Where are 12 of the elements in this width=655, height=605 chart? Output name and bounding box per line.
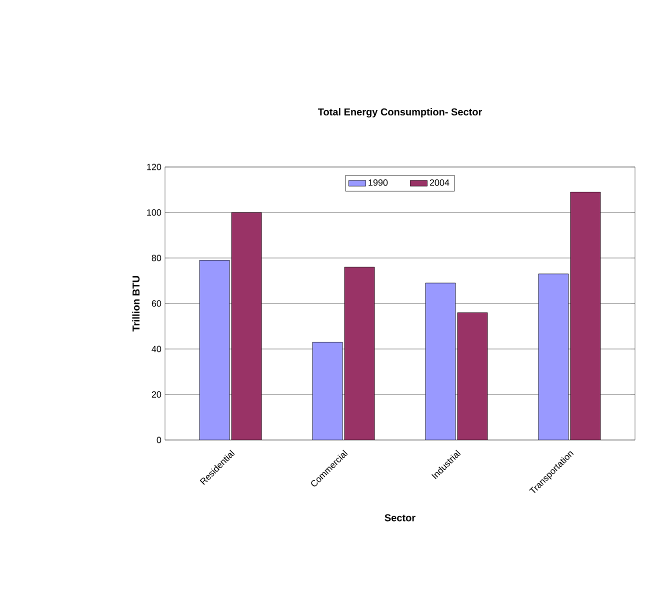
y-axis-title: Trillion BTU [132,276,140,332]
y-tick-label: 80 [152,254,162,262]
legend-label: 2004 [430,179,450,186]
x-axis-title: Sector [384,514,416,522]
y-tick-label: 120 [147,164,162,170]
y-tick-label: 40 [152,346,162,352]
y-tick-label: 0 [156,436,162,444]
y-tick-label: 100 [147,209,162,216]
chart-title: Total Energy Consumption- Sector [318,108,482,118]
y-tick-label: 20 [152,391,162,398]
legend-label: 1990 [368,179,388,186]
y-tick-label: 60 [152,300,162,307]
